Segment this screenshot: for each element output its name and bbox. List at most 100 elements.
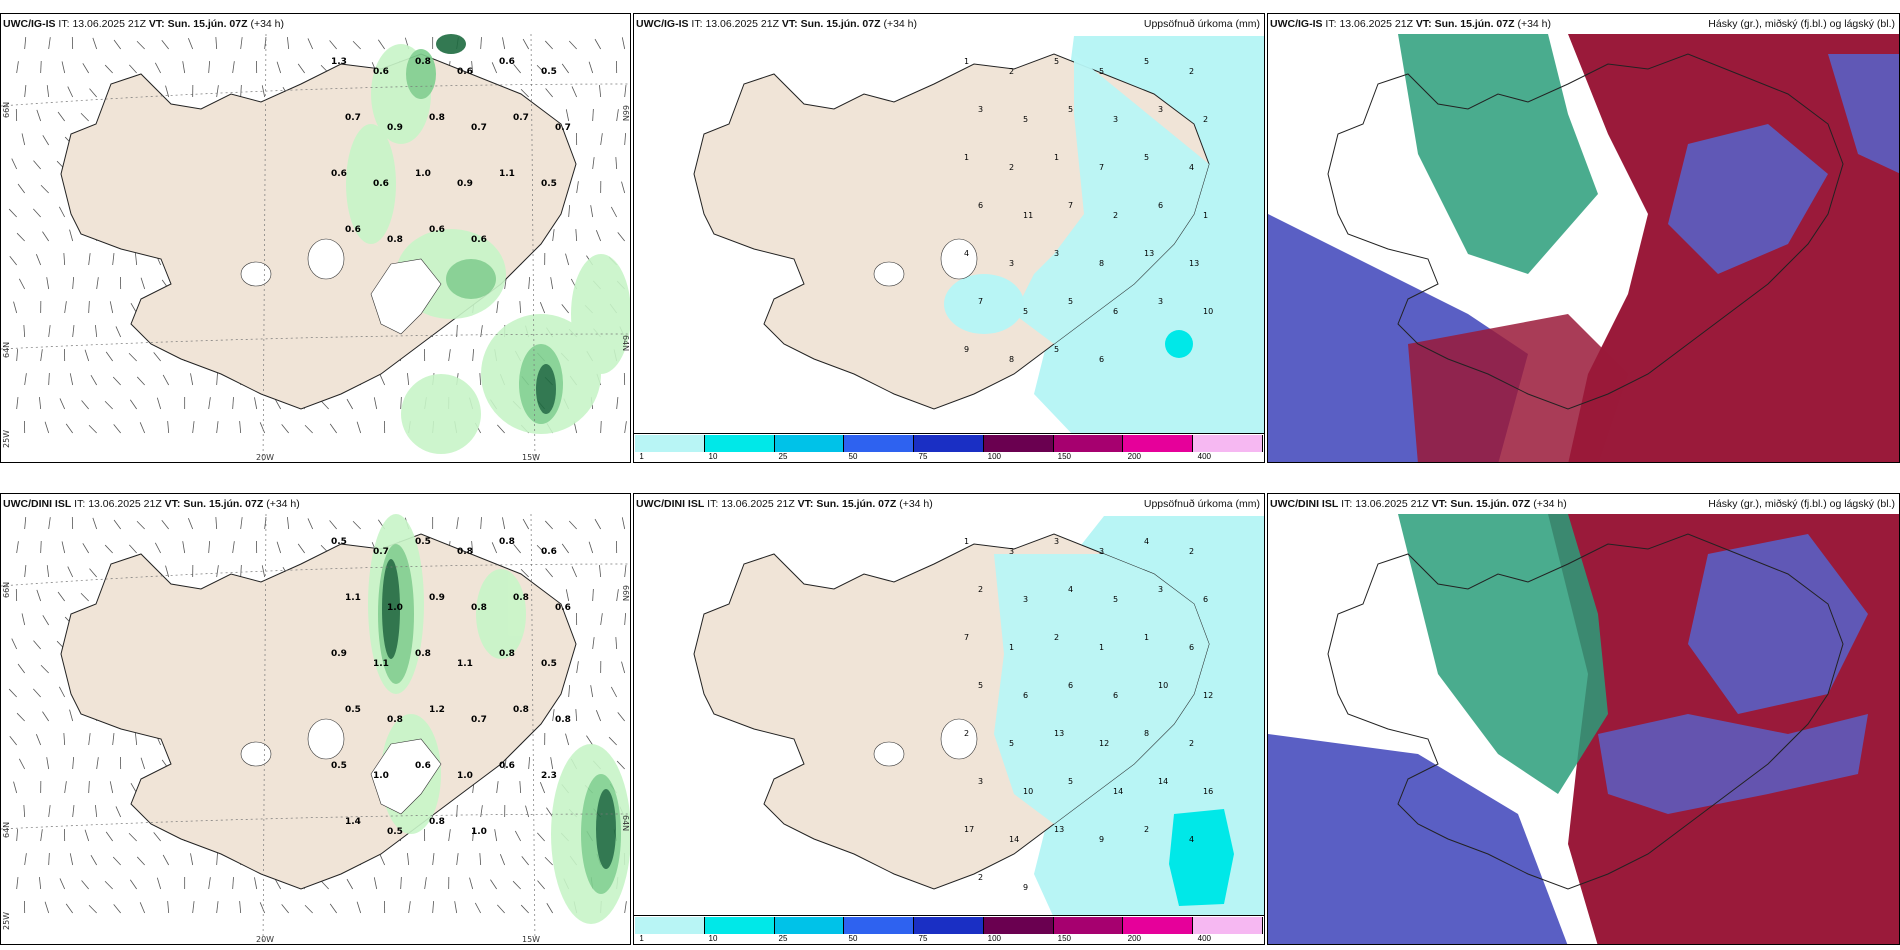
wind-barb xyxy=(512,880,521,890)
precip-value-label: 4 xyxy=(1189,835,1194,844)
wind-barb xyxy=(594,38,602,50)
wind-barb xyxy=(499,854,506,866)
wind-barb xyxy=(497,904,505,914)
precip-value-label: 1.1 xyxy=(345,593,361,603)
precip-value-label: 7 xyxy=(964,633,969,642)
wind-barb xyxy=(33,640,41,650)
wind-barb xyxy=(115,806,122,818)
wind-barb xyxy=(16,349,19,362)
wind-barb xyxy=(69,709,74,722)
wind-barb xyxy=(474,902,482,914)
wind-barb xyxy=(113,519,121,530)
wind-barb xyxy=(239,901,242,914)
wind-precip-map: 66N 64N 66N 64N 25W 20W 15W 1.3 0.6 0.8 0.6… xyxy=(1,33,630,462)
colorbar-label: 10 xyxy=(708,452,718,461)
wind-barb xyxy=(590,205,594,218)
lat-label: 66N xyxy=(2,102,11,118)
wind-barb xyxy=(480,517,482,530)
wind-barb xyxy=(112,856,121,866)
precip-value-label: 1 xyxy=(1009,643,1014,652)
wind-barb xyxy=(90,854,98,866)
wind-barb xyxy=(595,710,602,722)
wind-barb xyxy=(40,349,43,362)
rain-area-inland xyxy=(1014,54,1209,344)
precip-value-label: 5 xyxy=(1144,153,1149,162)
precip-value-label: 4 xyxy=(964,249,969,258)
precip-value-labels: 1 2 5 5 5 2 3 5 5 3 3 2 1 2 1 7 5 4 6 11 7 2 6 1 4 3 3 8 13 13 7 5 5 6 3 10… xyxy=(964,57,1213,364)
precip-value-label: 1.1 xyxy=(373,659,389,669)
wind-barb xyxy=(67,566,74,578)
wind-barb xyxy=(135,733,138,746)
wind-barb xyxy=(88,904,97,914)
wind-barb xyxy=(88,253,91,266)
wind-barb xyxy=(592,109,594,122)
wind-barb xyxy=(617,232,625,242)
wind-barb xyxy=(23,325,26,338)
wind-barb xyxy=(281,904,289,914)
precip-value-label: 8 xyxy=(1144,729,1149,738)
wind-barb xyxy=(513,64,521,74)
wind-barb xyxy=(537,880,545,890)
panel-wind-precip-dini: UWC/DINI ISL IT: 13.06.2025 21Z VT: Sun.… xyxy=(0,493,631,945)
wind-barb xyxy=(88,424,97,434)
wind-barb xyxy=(63,253,66,266)
model-name: UWC/DINI ISL xyxy=(636,498,705,510)
wind-barb xyxy=(536,64,545,74)
init-time: 13.06.2025 21Z xyxy=(1339,18,1413,30)
wind-barb xyxy=(494,829,498,842)
wind-barb xyxy=(448,349,451,362)
precip-value-label: 6 xyxy=(1113,691,1118,700)
precip-value-label: 6 xyxy=(1068,681,1073,690)
colorbar-label: 25 xyxy=(778,934,788,943)
wind-barb xyxy=(346,878,354,890)
wind-barb xyxy=(61,541,66,554)
precip-value-label: 0.9 xyxy=(429,593,445,603)
precip-value-label: 17 xyxy=(964,825,974,834)
wind-barb xyxy=(239,421,242,434)
precip-map: 1333422345367121165666101225131282310514… xyxy=(693,516,1264,918)
model-name: UWC/DINI ISL xyxy=(1270,498,1339,510)
precip-value-label: 3 xyxy=(1158,297,1163,306)
wind-barb xyxy=(616,109,619,122)
colorbar-label: 100 xyxy=(987,452,1001,461)
precip-value-label: 0.6 xyxy=(373,67,389,77)
precip-map: 1 2 5 5 5 2 3 5 5 3 3 2 1 2 1 7 5 4 6 11 7 2 6 1 4 3 3 8 13 13 7 5 5 6 3 10… xyxy=(693,36,1264,436)
valid-time: Sun. 15.jún. 07Z xyxy=(1434,18,1515,30)
precip-value-label: 4 xyxy=(1189,163,1194,172)
precip-value-labels: 0.5 0.7 0.5 0.8 0.8 0.6 1.1 1.0 0.9 0.8 0.8 0.6 0.9 1… xyxy=(331,537,571,837)
wind-barb xyxy=(42,711,50,722)
low-cloud-coast xyxy=(1598,714,1868,814)
wind-barb xyxy=(128,352,137,362)
wind-barb xyxy=(140,277,146,290)
wind-barb xyxy=(469,877,474,890)
field-title: Hásky (gr.), miðský (fj.bl.) og lágský (… xyxy=(1708,498,1895,510)
wind-barb xyxy=(565,733,570,746)
wind-barb xyxy=(72,277,75,290)
precip-value-label: 5 xyxy=(1054,345,1059,354)
wind-barb xyxy=(456,517,459,530)
glacier-2 xyxy=(240,261,272,287)
wind-barb xyxy=(48,373,50,386)
wind-barb xyxy=(525,805,530,818)
wind-barb xyxy=(232,877,234,890)
lat-label: 66N xyxy=(621,585,630,601)
wind-barb xyxy=(40,540,42,554)
wind-barb xyxy=(216,373,218,386)
precip-value-label: 2 xyxy=(964,729,969,738)
wind-barb xyxy=(64,301,67,314)
wind-barb xyxy=(432,853,435,866)
wind-barb xyxy=(576,181,579,194)
precip-value-label: 3 xyxy=(1099,547,1104,556)
precip-value-label: 0.7 xyxy=(345,113,361,123)
wind-barb xyxy=(46,565,50,578)
wind-barb xyxy=(571,566,578,578)
wind-barb xyxy=(624,133,627,146)
wind-barb xyxy=(80,592,89,602)
lon-label: 20W xyxy=(256,935,274,944)
wind-barb xyxy=(552,709,555,722)
precip-value-label: 2 xyxy=(1054,633,1059,642)
model-name: UWC/IG-IS xyxy=(636,18,689,30)
wind-barb xyxy=(46,85,50,98)
wind-barb xyxy=(261,85,266,98)
precip-value-label: 2 xyxy=(1189,547,1194,556)
